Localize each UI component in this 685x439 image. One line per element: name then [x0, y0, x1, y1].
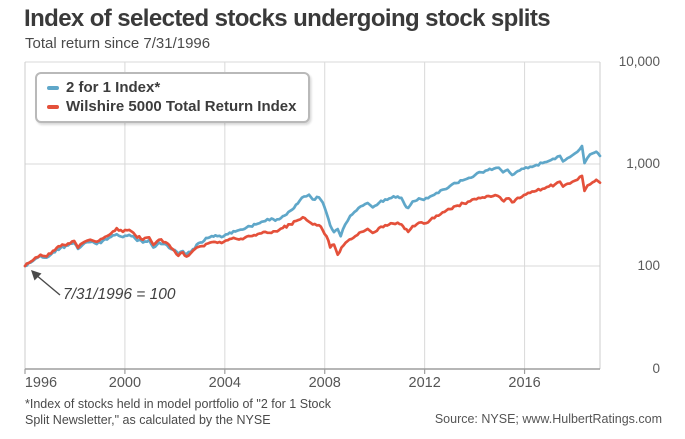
- y-tick-label: 1,000: [626, 156, 660, 171]
- blue-line-swatch-icon: [47, 85, 59, 90]
- y-tick-label: 0: [652, 361, 660, 376]
- red-line-swatch-icon: [47, 104, 59, 109]
- x-tick-label: 2004: [208, 375, 241, 391]
- y-tick-label: 100: [637, 258, 660, 273]
- footnote: *Index of stocks held in model portfolio…: [25, 396, 331, 428]
- series-line-wilshire: [23, 174, 602, 268]
- footnote-line-1: *Index of stocks held in model portfolio…: [25, 397, 331, 411]
- x-tick-label: 1996: [24, 375, 58, 391]
- x-tick-label: 2016: [508, 375, 541, 391]
- annotation-arrow-line: [35, 273, 61, 296]
- x-tick-label: 2000: [108, 375, 142, 391]
- chart-title: Index of selected stocks undergoing stoc…: [24, 5, 551, 32]
- y-tick-label: 10,000: [618, 54, 660, 69]
- legend-label-wilshire: Wilshire 5000 Total Return Index: [66, 98, 297, 115]
- legend: 2 for 1 Index* Wilshire 5000 Total Retur…: [35, 72, 311, 123]
- source-text: Source: NYSE; www.HulbertRatings.com: [434, 412, 662, 426]
- base-value-annotation: 7/31/1996 = 100: [63, 286, 176, 303]
- legend-item-wilshire: Wilshire 5000 Total Return Index: [47, 97, 296, 116]
- chart-subtitle: Total return since 7/31/1996: [25, 35, 211, 52]
- annotation-arrow-icon: [31, 270, 42, 281]
- legend-item-2for1: 2 for 1 Index*: [47, 78, 296, 97]
- x-tick-label: 2012: [408, 375, 441, 391]
- series-line-2for1: [23, 144, 602, 268]
- legend-label-2for1: 2 for 1 Index*: [66, 79, 161, 96]
- x-tick-label: 2008: [308, 375, 341, 391]
- footnote-line-2: Split Newsletter," as calculated by the …: [25, 413, 271, 427]
